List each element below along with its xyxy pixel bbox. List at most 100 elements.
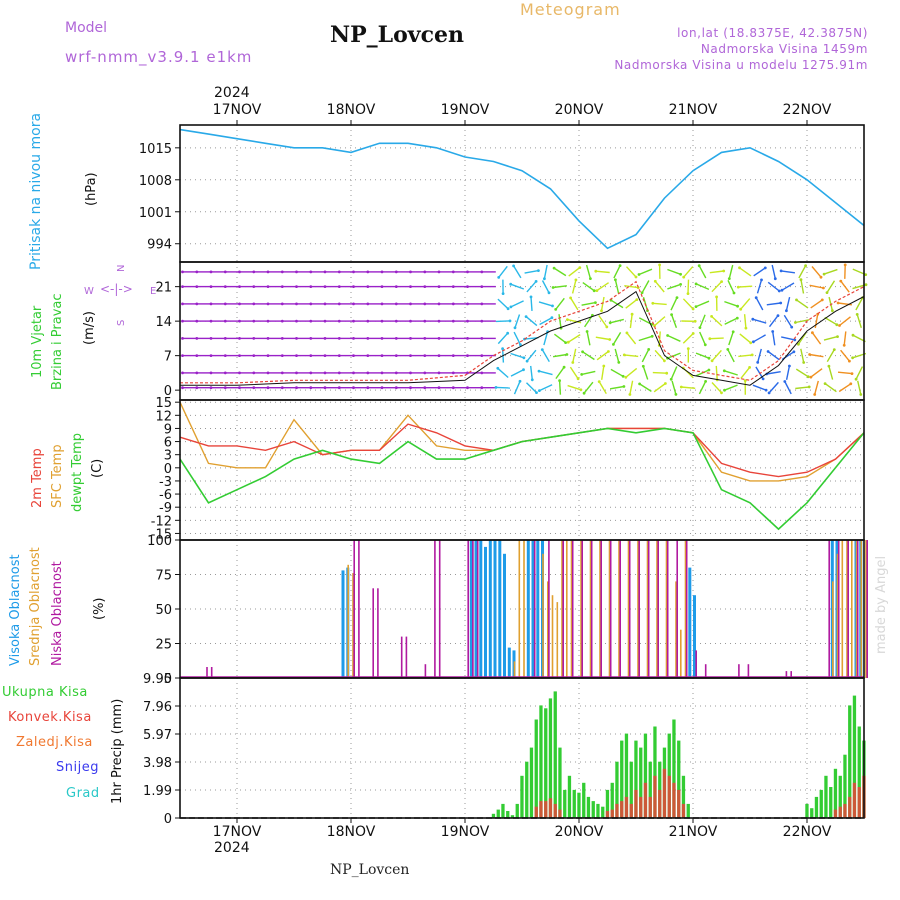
wind-barb-head [622, 353, 626, 357]
wind-barb [497, 332, 509, 345]
wind-barb-head [519, 343, 522, 347]
wind-barb [526, 280, 537, 293]
precip-bar [591, 801, 595, 818]
wind-barb-head [607, 350, 610, 353]
wind-barb [811, 332, 822, 345]
wind-barb-head [252, 337, 256, 340]
wind-barb-head [686, 347, 690, 350]
y-tick-label: 15 [155, 396, 172, 411]
station-title: NP_Lovcen [330, 22, 464, 48]
wind-barb [586, 331, 591, 346]
x-tick-label-top: 19NOV [441, 102, 490, 118]
wind-barb [753, 267, 766, 277]
cloud-bar [599, 540, 601, 678]
precip-bar [525, 761, 529, 818]
y-tick-label: 21 [155, 281, 172, 296]
wind-barb-head [576, 377, 580, 381]
cloud-bar [547, 581, 549, 678]
y-tick-label: -15 [151, 527, 172, 542]
wind-barb-head [804, 264, 807, 268]
wind-barb-head [694, 305, 698, 308]
wind-barb [624, 285, 639, 289]
wind-barb [840, 280, 850, 293]
y-tick-label: 9.95 [143, 672, 172, 687]
wind-barb [800, 279, 805, 294]
wind-barb-head [783, 380, 787, 383]
x-tick-label-top: 20NOV [555, 102, 604, 118]
wind-barb [840, 349, 850, 362]
wind-barb [740, 366, 751, 379]
wind-barb-head [480, 270, 484, 274]
wind-barb [553, 333, 567, 344]
wind-barb-head [466, 337, 469, 340]
y-tick-label: 0 [164, 672, 172, 687]
wind-barb [826, 280, 836, 293]
wind-barb-head [366, 285, 370, 288]
wind-barb [624, 354, 639, 358]
wind-barb [652, 371, 667, 374]
y-tick-label: 75 [155, 569, 172, 584]
cloud-bar [479, 540, 483, 678]
wind-barb-head [850, 372, 854, 375]
wind-barb-head [409, 319, 412, 323]
wind-barb [510, 283, 525, 290]
wind-barb-head [720, 280, 723, 283]
wind-barb-head [380, 319, 384, 323]
wind-barb [781, 336, 795, 341]
y-tick-label: 3 [164, 449, 172, 464]
wind-barb [772, 331, 776, 346]
cloud-bar [693, 595, 696, 678]
wind-barb-head [181, 354, 184, 357]
wind-barb-head [266, 354, 270, 357]
wind-barb-head [352, 337, 355, 340]
wind-barb-head [731, 330, 735, 334]
wind-barb-head [651, 301, 655, 305]
wind-barb-head [851, 333, 855, 337]
wind-barb [510, 352, 525, 359]
wind-barb-head [181, 285, 184, 288]
wind-barb [740, 298, 751, 310]
cloud-bar [551, 595, 554, 678]
x-tick-label-top: 21NOV [669, 102, 718, 118]
wind-barb-head [181, 337, 184, 340]
wind-barb [497, 298, 509, 310]
precip-bar [572, 789, 576, 818]
wind-barb-head [209, 386, 213, 390]
wind-barb-head [451, 354, 455, 357]
wind-barb [767, 281, 780, 292]
cloud-bar [474, 540, 478, 678]
wind-barb-head [669, 377, 673, 381]
wind-barb [670, 366, 678, 380]
wind-barb-head [501, 292, 505, 295]
y-tick-label: -6 [159, 488, 172, 503]
wind-barb [698, 265, 707, 279]
wind-barb-head [323, 302, 327, 306]
wind-barb-head [295, 285, 298, 288]
wind-barb [771, 264, 776, 279]
precip-bar [610, 782, 614, 818]
wind-barb-head [337, 386, 341, 390]
wind-barb-head [409, 386, 412, 390]
wind-barb-head [566, 318, 569, 321]
wind-barb-head [501, 347, 504, 351]
wind-barb-head [238, 285, 241, 288]
wind-barb [555, 366, 565, 380]
wind-barb [667, 352, 681, 359]
model-name: wrf-nmm_v3.9.1 e1km [65, 48, 253, 66]
wind-barb-head [537, 369, 541, 373]
wind-barb-head [839, 279, 843, 283]
wind-barb [558, 314, 562, 329]
cloud-bar [488, 540, 492, 678]
wind-barb [810, 368, 823, 378]
wind-barb [596, 350, 609, 361]
wind-barb-head [451, 319, 455, 323]
precip-bar [539, 705, 543, 818]
wind-barb [752, 384, 767, 391]
precip-bar [563, 789, 567, 818]
wind-barb-head [751, 317, 755, 321]
wind-barb-head [295, 337, 298, 340]
wind-barb-head [735, 316, 739, 320]
cloud-bar [646, 540, 649, 678]
wind-barb-head [209, 285, 213, 288]
cloud-bar [590, 540, 593, 678]
